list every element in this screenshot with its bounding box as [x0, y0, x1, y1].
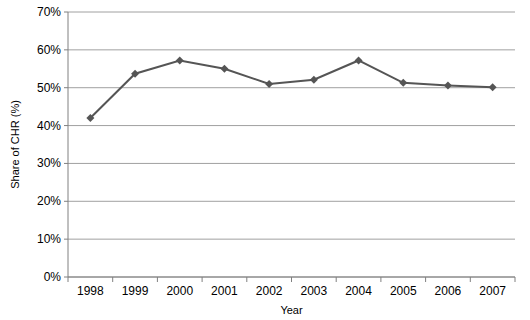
x-tick-label: 2000	[166, 284, 193, 298]
y-tick	[64, 163, 68, 164]
marker	[489, 83, 497, 91]
x-tick	[246, 277, 247, 282]
x-tick	[68, 277, 69, 282]
y-tick-label: 40%	[37, 119, 61, 133]
x-tick-label: 1999	[122, 284, 149, 298]
marker	[355, 56, 363, 64]
marker	[176, 56, 184, 64]
marker	[399, 79, 407, 87]
page: {"chart_data": {"type": "line", "x_label…	[0, 0, 530, 320]
line	[90, 60, 492, 118]
y-tick-label: 0%	[44, 270, 62, 284]
x-axis-title: Year	[280, 304, 303, 316]
x-tick	[336, 277, 337, 282]
y-tick	[64, 12, 68, 13]
marker	[310, 76, 318, 84]
x-tick-label: 2006	[435, 284, 462, 298]
marker	[131, 70, 139, 78]
y-tick	[64, 201, 68, 202]
x-tick	[291, 277, 292, 282]
y-tick	[64, 125, 68, 126]
chart: 0% 10% 20% 30% 40% 50% 60% 70% 1998 1999 2000 2001 2…	[0, 0, 530, 320]
grid-line	[68, 201, 515, 202]
marker	[444, 81, 452, 89]
x-tick-label: 2004	[345, 284, 372, 298]
y-tick	[64, 239, 68, 240]
y-tick-label: 50%	[37, 81, 61, 95]
x-tick-label: 2007	[479, 284, 506, 298]
grid-line	[68, 49, 515, 50]
y-tick	[64, 49, 68, 50]
x-tick	[470, 277, 471, 282]
x-tick-label: 2002	[256, 284, 283, 298]
grid-line	[68, 12, 515, 13]
x-tick	[515, 277, 516, 282]
x-tick	[157, 277, 158, 282]
x-tick	[112, 277, 113, 282]
y-axis	[68, 12, 69, 277]
x-tick	[202, 277, 203, 282]
marker	[220, 65, 228, 73]
marker	[86, 114, 94, 122]
y-tick-label: 60%	[37, 43, 61, 57]
plot-area	[86, 56, 496, 122]
grid-line	[68, 239, 515, 240]
x-tick	[425, 277, 426, 282]
y-axis-title: Share of CHR (%)	[9, 100, 21, 189]
y-tick-label: 10%	[37, 232, 61, 246]
y-tick-label: 70%	[37, 5, 61, 19]
grid-line	[68, 163, 515, 164]
x-tick	[380, 277, 381, 282]
y-tick-label: 20%	[37, 194, 61, 208]
marker	[265, 80, 273, 88]
x-tick-label: 2005	[390, 284, 417, 298]
grid-line	[68, 125, 515, 126]
x-tick-label: 1998	[77, 284, 104, 298]
x-tick-label: 2001	[211, 284, 238, 298]
x-tick-label: 2003	[300, 284, 327, 298]
y-tick	[64, 277, 68, 278]
y-tick-label: 30%	[37, 156, 61, 170]
y-tick	[64, 87, 68, 88]
